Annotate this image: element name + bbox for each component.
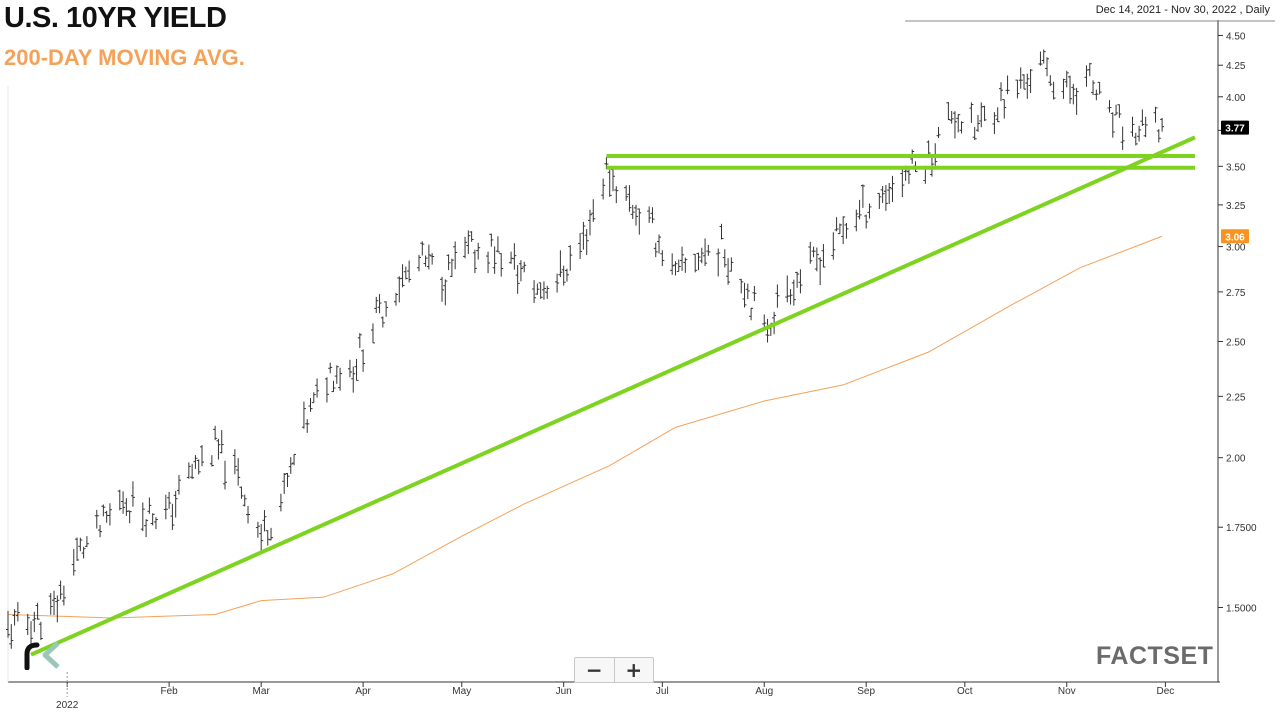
y-tick-label: 2.25	[1226, 392, 1246, 403]
x-tick-label: Feb	[160, 686, 178, 697]
chart-title: U.S. 10YR YIELD	[4, 2, 227, 34]
y-tick-label: 4.25	[1226, 61, 1246, 72]
x-tick-label: Oct	[957, 686, 973, 697]
x-tick-label: 2022	[56, 700, 79, 711]
zoom-controls: − +	[574, 657, 654, 683]
last-price-tag	[1221, 120, 1249, 135]
y-tick-label: 4.50	[1226, 31, 1246, 42]
y-tick-label: 4.00	[1226, 93, 1246, 104]
factset-watermark: FACTSET	[1096, 642, 1214, 670]
x-tick-label: Aug	[755, 686, 773, 697]
y-tick-label: 2.00	[1226, 454, 1246, 465]
x-tick-label: Dec	[1156, 686, 1174, 697]
moving-average-line	[7, 235, 1163, 619]
ma-price-tag	[1221, 229, 1249, 244]
x-tick-label: Mar	[253, 686, 271, 697]
rk-logo	[24, 641, 60, 670]
chart-subtitle: 200-DAY MOVING AVG.	[4, 45, 245, 70]
y-tick-label: 2.75	[1226, 288, 1246, 299]
x-tick-label: Nov	[1058, 686, 1076, 697]
x-tick-label: Sep	[857, 686, 875, 697]
y-tick-label: 3.00	[1226, 243, 1246, 254]
x-tick-label: Apr	[355, 686, 371, 697]
zoom-in-button[interactable]: +	[613, 658, 654, 682]
x-tick-label: Jul	[656, 686, 669, 697]
y-tick-label: 1.5000	[1226, 603, 1257, 614]
y-tick-label: 2.50	[1226, 338, 1246, 349]
zoom-out-button[interactable]: −	[585, 658, 603, 682]
y-tick-label: 1.7500	[1226, 523, 1257, 534]
date-range: Dec 14, 2021 - Nov 30, 2022 , Daily	[1095, 4, 1270, 16]
y-tick-label: 3.50	[1226, 162, 1246, 173]
uptrend-line	[30, 135, 1196, 657]
x-tick-label: Jun	[556, 686, 572, 697]
x-tick-label: May	[452, 686, 471, 697]
last-price-label: 3.77	[1225, 124, 1245, 135]
ma-price-label: 3.06	[1225, 232, 1245, 243]
y-tick-label: 3.25	[1226, 201, 1246, 212]
